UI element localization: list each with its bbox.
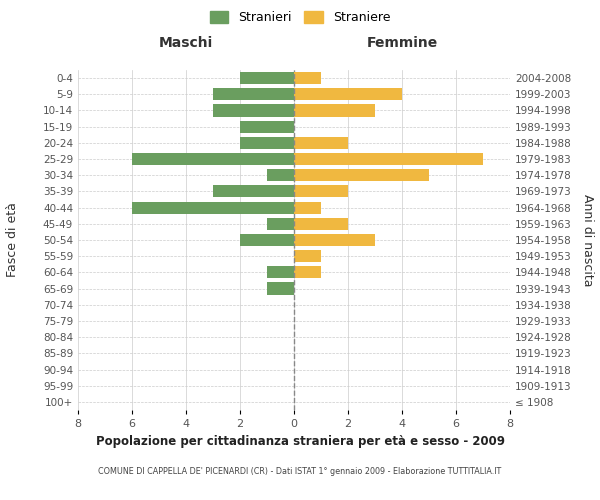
- Bar: [213, 104, 294, 117]
- Bar: [294, 169, 429, 181]
- Bar: [294, 72, 321, 84]
- Bar: [294, 137, 348, 149]
- Bar: [294, 266, 321, 278]
- Bar: [267, 282, 294, 294]
- Bar: [267, 266, 294, 278]
- Bar: [294, 218, 348, 230]
- Text: Popolazione per cittadinanza straniera per età e sesso - 2009: Popolazione per cittadinanza straniera p…: [95, 435, 505, 448]
- Bar: [132, 202, 294, 213]
- Text: Fasce di età: Fasce di età: [6, 202, 19, 278]
- Text: Maschi: Maschi: [159, 36, 213, 50]
- Bar: [213, 186, 294, 198]
- Text: COMUNE DI CAPPELLA DE' PICENARDI (CR) - Dati ISTAT 1° gennaio 2009 - Elaborazion: COMUNE DI CAPPELLA DE' PICENARDI (CR) - …: [98, 468, 502, 476]
- Bar: [294, 186, 348, 198]
- Bar: [294, 202, 321, 213]
- Text: Anni di nascita: Anni di nascita: [581, 194, 594, 286]
- Bar: [240, 137, 294, 149]
- Bar: [240, 234, 294, 246]
- Bar: [267, 218, 294, 230]
- Legend: Stranieri, Straniere: Stranieri, Straniere: [205, 6, 395, 29]
- Text: Femmine: Femmine: [367, 36, 437, 50]
- Bar: [294, 250, 321, 262]
- Bar: [213, 88, 294, 101]
- Bar: [294, 234, 375, 246]
- Bar: [294, 88, 402, 101]
- Bar: [132, 153, 294, 165]
- Bar: [240, 72, 294, 84]
- Bar: [294, 153, 483, 165]
- Bar: [240, 120, 294, 132]
- Bar: [267, 169, 294, 181]
- Bar: [294, 104, 375, 117]
